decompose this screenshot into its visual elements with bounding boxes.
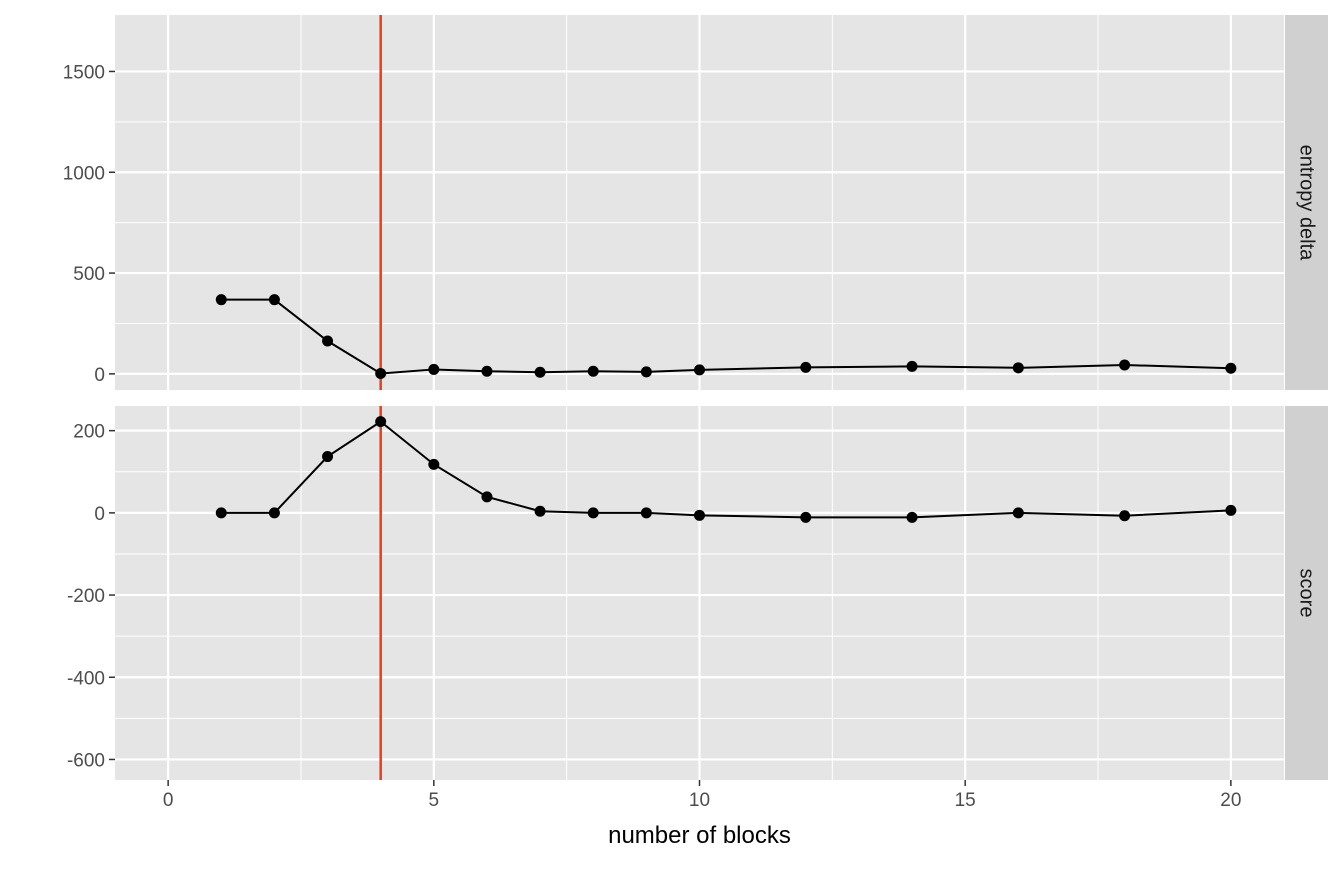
- x-tick-label: 10: [689, 790, 710, 811]
- data-point: [640, 507, 652, 519]
- facet-strip-label: score: [1296, 569, 1318, 618]
- data-point: [800, 511, 812, 523]
- y-tick-label: 1000: [63, 163, 105, 184]
- data-point: [428, 363, 440, 375]
- facet-panel-1: -600 -400 -200 0 200 score: [67, 406, 1328, 780]
- data-point: [1119, 510, 1131, 522]
- y-tick-label: -200: [67, 586, 105, 607]
- data-point: [1012, 507, 1024, 519]
- data-point: [375, 367, 387, 379]
- data-point: [1119, 359, 1131, 371]
- data-point: [1225, 362, 1237, 374]
- data-point: [640, 366, 652, 378]
- data-point: [428, 458, 440, 470]
- data-point: [587, 365, 599, 377]
- facet-strip: [1285, 406, 1328, 780]
- data-point: [1225, 504, 1237, 516]
- facet-strip-label: entropy delta: [1296, 145, 1318, 262]
- data-point: [694, 509, 705, 521]
- x-axis: 0 5 10 15 20: [163, 780, 1241, 811]
- y-tick-label: 200: [73, 422, 105, 443]
- data-point: [481, 491, 493, 503]
- data-point: [215, 294, 227, 306]
- x-tick-label: 20: [1220, 790, 1241, 811]
- data-point: [1012, 362, 1024, 374]
- y-tick-label: 0: [94, 504, 105, 525]
- y-tick-label: -400: [67, 668, 105, 689]
- data-point: [215, 507, 227, 519]
- data-point: [906, 360, 918, 372]
- data-point: [587, 507, 599, 519]
- x-tick-label: 0: [163, 790, 174, 811]
- facet-strip: [1285, 15, 1328, 390]
- y-tick-label: 1500: [63, 62, 105, 83]
- data-point: [375, 416, 387, 428]
- data-point: [694, 364, 705, 376]
- y-tick-label: -600: [67, 750, 105, 771]
- x-tick-label: 15: [955, 790, 976, 811]
- data-point: [906, 511, 918, 523]
- data-point: [322, 451, 334, 463]
- data-point: [481, 365, 493, 377]
- data-point: [268, 507, 280, 519]
- x-tick-label: 5: [429, 790, 440, 811]
- x-axis-title: number of blocks: [608, 822, 791, 849]
- data-point: [534, 366, 546, 378]
- y-tick-label: 0: [94, 365, 105, 386]
- data-point: [800, 361, 812, 373]
- data-point: [534, 505, 546, 517]
- y-tick-label: 500: [73, 264, 105, 285]
- facet-panel-0: 0 500 1000 1500 entropy delta: [63, 15, 1328, 390]
- data-point: [322, 335, 334, 347]
- data-point: [268, 294, 280, 306]
